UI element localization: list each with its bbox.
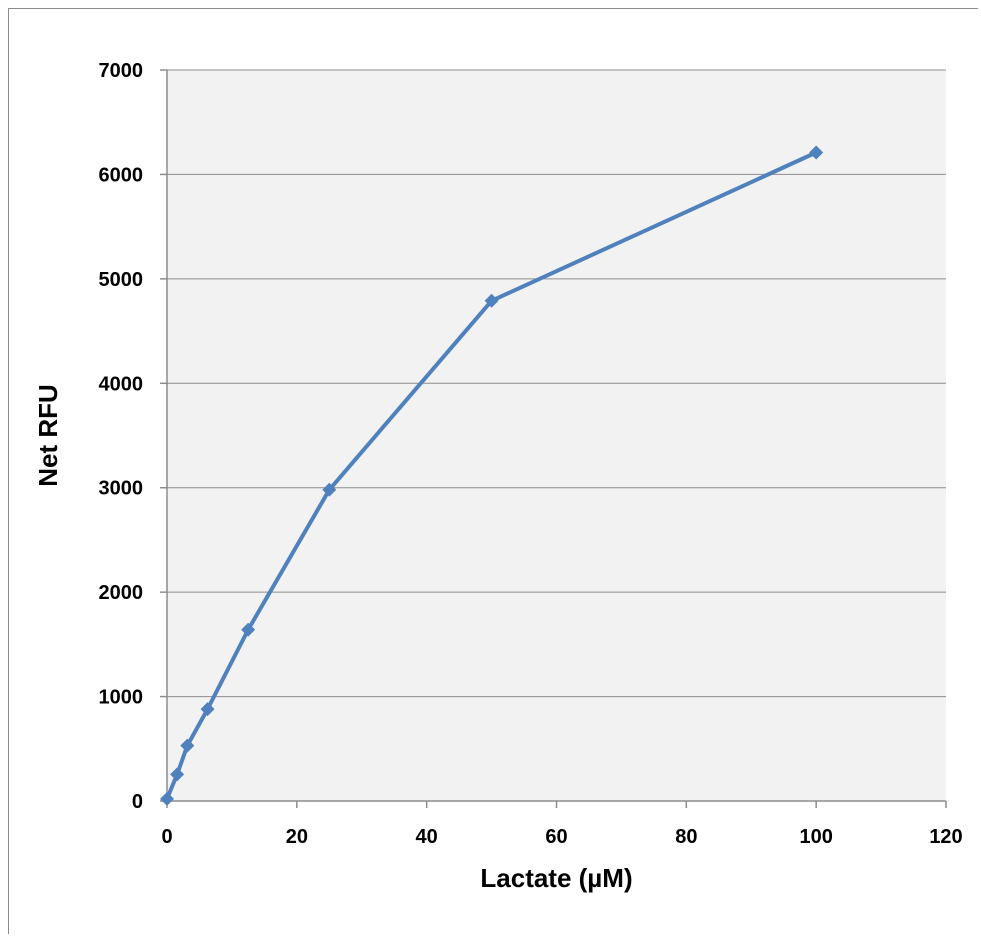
data-point-0 (160, 791, 174, 806)
gridlines (167, 69, 946, 698)
data-point-2 (180, 738, 195, 753)
x-tick-label-120: 120 (929, 826, 962, 848)
y-tick-label-2000: 2000 (99, 582, 144, 604)
y-tick-labels: 0 1000 2000 3000 4000 5000 6000 7000 (99, 60, 144, 813)
y-axis-title: Net RFU (33, 384, 63, 487)
data-point-3 (200, 702, 215, 717)
x-axis-title: Lactate (µM) (480, 863, 632, 893)
x-tick-label-20: 20 (286, 826, 308, 848)
x-tick-label-0: 0 (161, 826, 172, 848)
y-tick-label-7000: 7000 (99, 60, 144, 82)
data-point-4 (241, 622, 256, 637)
data-point-7 (809, 145, 824, 160)
y-tick-label-0: 0 (132, 791, 143, 813)
y-tick-label-4000: 4000 (99, 373, 144, 395)
x-tick-label-80: 80 (675, 826, 697, 848)
y-tick-label-3000: 3000 (99, 478, 144, 500)
y-tick-label-1000: 1000 (99, 687, 144, 709)
x-tick-label-100: 100 (799, 826, 832, 848)
x-tick-label-60: 60 (545, 826, 567, 848)
x-tick-labels: 0 20 40 60 80 100 120 (161, 826, 962, 848)
plot-area (167, 70, 946, 801)
data-point-5 (322, 482, 337, 497)
series (160, 145, 824, 806)
data-point-1 (170, 767, 185, 782)
data-point-6 (484, 293, 499, 308)
axes (160, 69, 947, 808)
y-tick-label-6000: 6000 (99, 164, 144, 186)
y-tick-label-5000: 5000 (99, 269, 144, 291)
x-tick-label-40: 40 (416, 826, 438, 848)
